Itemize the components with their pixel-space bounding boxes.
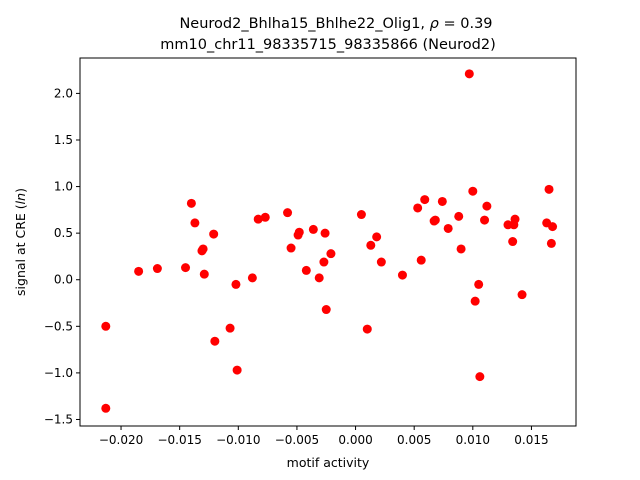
data-point [510,214,520,224]
data-point [454,211,464,221]
x-tick-label: 0.010 [456,433,490,447]
data-point [366,240,376,250]
x-axis-ticks: −0.020 −0.015 −0.010 −0.005 0.000 0.005 0.010 0… [99,426,549,447]
data-point [356,210,366,220]
data-point [134,266,144,276]
data-point [413,203,423,213]
data-point [319,257,329,267]
x-tick-label: 0.015 [514,433,548,447]
chart-title-line1: Neurod2_Bhlha15_Bhlhe22_Olig1, ρ = 0.39 [179,16,492,32]
data-point [372,232,382,242]
data-point [464,69,474,79]
data-point [443,223,453,233]
data-point [468,186,478,196]
data-point [308,224,318,234]
data-points [101,69,558,413]
data-point [260,212,270,222]
data-point [186,198,196,208]
data-point [456,244,466,254]
x-tick-label: 0.000 [338,433,372,447]
plot-frame [79,57,577,427]
data-point [286,243,296,253]
y-tick-label: −0.5 [44,319,73,333]
data-point [362,324,372,334]
data-point [376,257,386,267]
y-tick-label: 2.0 [54,86,73,100]
data-point [301,265,311,275]
data-point [209,229,219,239]
y-axis-label-italic: ln [13,193,28,204]
data-point [416,255,426,265]
data-point [225,323,235,333]
data-point [231,279,241,289]
data-point [199,269,209,279]
data-point [508,237,518,247]
data-point [480,215,490,225]
data-point [420,195,430,205]
x-axis-label: motif activity [287,455,370,470]
data-point [152,264,162,274]
data-point [247,273,257,283]
data-point [181,263,191,273]
data-point [101,321,111,331]
data-point [474,279,484,289]
chart-title-main: Neurod2_Bhlha15_Bhlhe22_Olig1, [179,16,429,32]
data-point [190,218,200,228]
data-point [321,305,331,315]
y-axis-label: signal at CRE (ln) [13,188,28,296]
chart-title-line2: mm10_chr11_98335715_98335866 (Neurod2) [160,37,495,53]
data-point [326,249,336,259]
data-point [544,184,554,194]
y-tick-label: −1.0 [44,366,73,380]
data-point [314,273,324,283]
y-tick-label: 1.0 [54,180,73,194]
y-axis-label-prefix: signal at CRE ( [13,204,28,296]
data-point [101,403,111,413]
data-point [397,270,407,280]
data-point [430,215,440,225]
data-point [320,228,330,238]
y-tick-label: 0.0 [54,273,73,287]
y-axis-ticks: −1.5 −1.0 −0.5 0.0 0.5 1.0 1.5 2.0 [44,86,80,426]
data-point [482,201,492,211]
y-axis-label-suffix: ) [13,188,28,193]
data-point [517,290,527,300]
data-point [475,372,485,382]
x-tick-label: −0.020 [99,433,143,447]
data-point [546,238,556,248]
data-point [232,365,242,375]
data-point [198,244,208,254]
x-tick-label: −0.010 [216,433,260,447]
data-point [253,214,263,224]
y-tick-label: −1.5 [44,412,73,426]
chart-title-rho-value: = 0.39 [439,16,493,32]
y-tick-label: 1.5 [54,133,73,147]
x-tick-label: −0.005 [275,433,319,447]
x-tick-label: −0.015 [157,433,201,447]
data-point [548,222,558,232]
data-point [470,296,480,306]
data-point [283,208,293,218]
data-point [437,196,447,206]
x-tick-label: 0.005 [397,433,431,447]
chart-title-rho-symbol: ρ [430,16,440,32]
data-point [294,227,304,237]
y-tick-label: 0.5 [54,226,73,240]
data-point [210,336,220,346]
